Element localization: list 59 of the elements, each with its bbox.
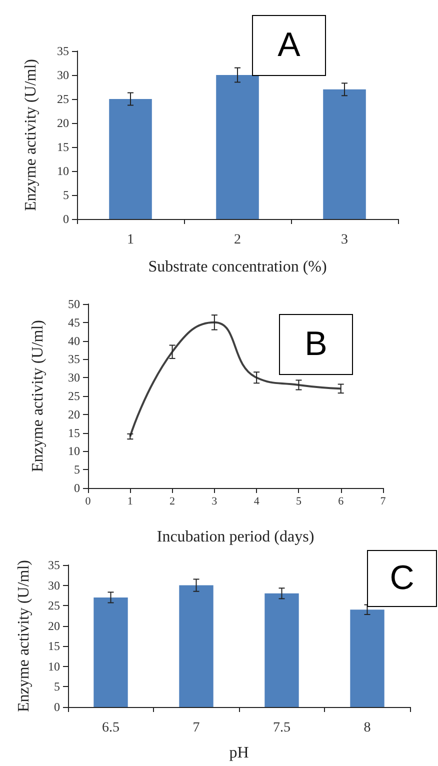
x-tick-label: 2 xyxy=(170,496,176,508)
x-tick-label: 0 xyxy=(85,496,92,508)
y-axis-title: Enzyme activity (U/ml) xyxy=(30,320,46,472)
y-tick-label: 0 xyxy=(74,481,80,495)
y-tick-label: 0 xyxy=(54,700,60,714)
line-series xyxy=(129,321,342,438)
y-tick-label: 30 xyxy=(48,578,60,592)
y-tick-label: 25 xyxy=(48,598,60,613)
x-tick-label: 2 xyxy=(234,232,241,248)
y-tick-label: 20 xyxy=(57,116,69,130)
x-tick-label: 1 xyxy=(127,232,134,248)
y-tick-label: 15 xyxy=(68,426,80,440)
annotation: A xyxy=(252,15,326,76)
y-tick-label: 50 xyxy=(68,297,80,311)
x-tick-label: 7 xyxy=(192,720,200,736)
annotation: C xyxy=(367,550,437,607)
y-tick-label: 25 xyxy=(57,92,69,106)
x-tick-label: 7.5 xyxy=(273,720,290,736)
y-tick-label: 5 xyxy=(54,680,60,694)
y-tick-label: 5 xyxy=(74,462,80,477)
y-tick-label: 0 xyxy=(63,212,69,226)
y-tick-label: 15 xyxy=(48,639,60,654)
y-axis-title: Enzyme activity (U/ml) xyxy=(22,59,40,211)
x-axis-title: Substrate concentration (%) xyxy=(148,258,327,276)
x-tick-label: 6 xyxy=(338,496,344,508)
bar xyxy=(350,610,384,707)
x-tick-label: 1 xyxy=(127,496,133,508)
x-tick-label: 6.5 xyxy=(102,720,120,736)
x-tick-label: 3 xyxy=(212,496,218,508)
bar xyxy=(109,99,152,219)
y-tick-label: 25 xyxy=(68,389,80,403)
y-axis-title: Enzyme activity (U/ml) xyxy=(16,560,32,712)
x-axis-title: Incubation period (days) xyxy=(156,528,314,546)
x-tick-label: 4 xyxy=(254,496,260,508)
y-tick-label: 20 xyxy=(48,618,60,633)
y-tick-label: 20 xyxy=(68,407,80,422)
y-tick-label: 30 xyxy=(57,68,69,82)
y-tick-label: 15 xyxy=(57,140,69,154)
y-tick-label: 40 xyxy=(68,334,80,348)
y-tick-label: 10 xyxy=(68,444,80,458)
y-tick-label: 35 xyxy=(68,352,80,366)
y-tick-label: 45 xyxy=(68,315,80,330)
y-tick-label: 35 xyxy=(48,558,60,572)
x-axis-title: pH xyxy=(229,744,250,762)
bar xyxy=(179,585,214,707)
bar xyxy=(216,75,259,219)
y-tick-label: 10 xyxy=(48,659,60,674)
x-tick-label: 7 xyxy=(380,496,386,508)
bar xyxy=(323,89,366,219)
x-tick-label: 3 xyxy=(341,232,348,248)
y-tick-label: 5 xyxy=(63,188,69,202)
y-tick-label: 10 xyxy=(57,164,69,178)
y-tick-label: 30 xyxy=(68,370,80,385)
x-tick-label: 5 xyxy=(296,496,302,508)
y-tick-label: 35 xyxy=(57,44,69,58)
bar xyxy=(264,593,299,707)
x-tick-label: 8 xyxy=(364,720,371,736)
bar xyxy=(94,597,128,707)
annotation: B xyxy=(279,314,353,375)
